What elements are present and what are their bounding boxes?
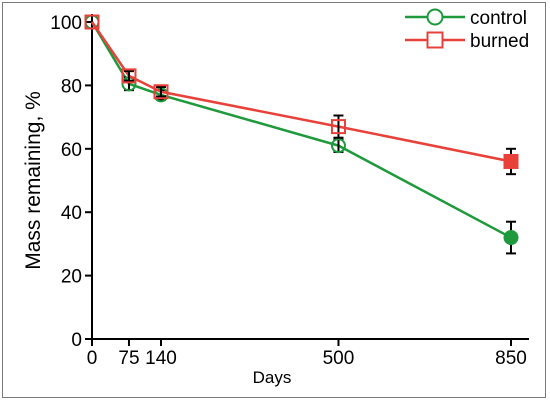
axes bbox=[92, 14, 529, 339]
y-axis-title: Mass remaining, % bbox=[22, 91, 45, 270]
y-tick-label: 20 bbox=[61, 267, 82, 288]
y-tick-label: 60 bbox=[61, 140, 82, 161]
series-layer bbox=[86, 16, 518, 254]
series-line-control bbox=[92, 22, 511, 238]
series-control bbox=[86, 16, 518, 254]
x-tick-label: 0 bbox=[87, 348, 98, 369]
y-tick-label: 40 bbox=[61, 203, 82, 224]
x-tick-label: 75 bbox=[118, 348, 139, 369]
data-point-burned bbox=[505, 155, 518, 168]
data-point-control bbox=[505, 231, 518, 244]
x-tick-label: 500 bbox=[323, 348, 355, 369]
y-tick-label: 80 bbox=[61, 76, 82, 97]
x-axis-title: Days bbox=[253, 368, 292, 387]
legend-label-control: control bbox=[470, 8, 527, 29]
legend-marker-burned bbox=[428, 33, 443, 48]
legend-marker-control bbox=[428, 10, 443, 25]
x-tick-label: 140 bbox=[145, 348, 177, 369]
y-tick-label: 100 bbox=[50, 13, 82, 34]
x-tick-label: 850 bbox=[495, 348, 527, 369]
legend-label-burned: burned bbox=[470, 31, 529, 52]
y-tick-label: 0 bbox=[71, 330, 82, 351]
